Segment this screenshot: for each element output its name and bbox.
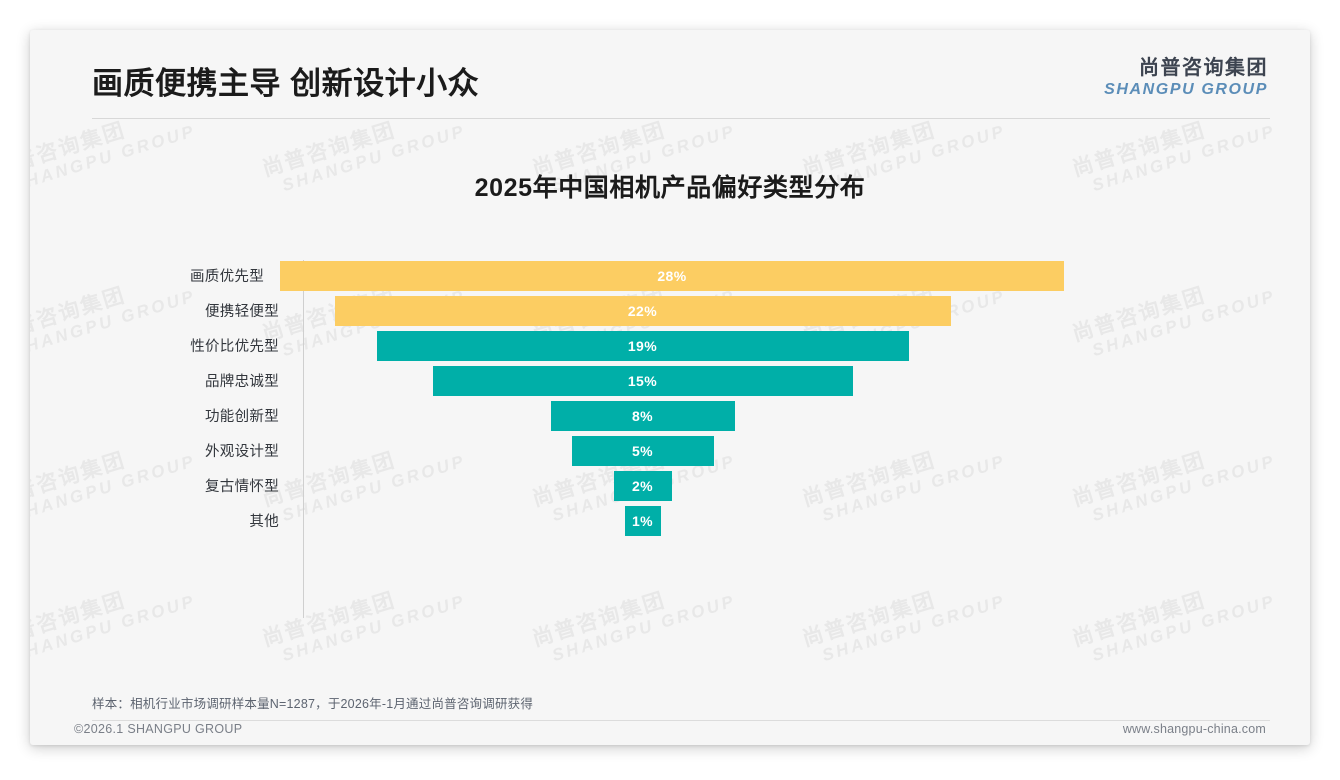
chart-title: 2025年中国相机产品偏好类型分布 xyxy=(474,174,866,202)
bar-row[interactable]: 品牌忠诚型 15% xyxy=(190,363,990,398)
bar-category-label: 品牌忠诚型 xyxy=(205,374,279,390)
header-divider xyxy=(92,118,1270,119)
footnote-text: 样本：相机行业市场调研样本量N=1287，于2026年-1月通过尚普咨询调研获得 xyxy=(92,697,534,711)
bar-row[interactable]: 画质优先型 28% xyxy=(190,258,1064,293)
bar-value-label: 19% xyxy=(627,337,658,354)
slide-header: 画质便携主导 创新设计小众 尚普咨询集团 SHANGPU GROUP xyxy=(30,30,1310,120)
bar-segment[interactable]: 15% xyxy=(432,365,853,396)
bar-category-label: 其他 xyxy=(249,514,279,530)
bar-value-label: 5% xyxy=(631,442,654,459)
bar-segment[interactable]: 8% xyxy=(550,400,735,431)
bar-row[interactable]: 其他 1% xyxy=(190,503,990,538)
slide-footer: ©2026.1 SHANGPU GROUP www.shangpu-china.… xyxy=(30,722,1310,745)
bar-value-label: 2% xyxy=(631,477,654,494)
website-link[interactable]: www.shangpu-china.com xyxy=(1122,722,1266,736)
bar-row[interactable]: 外观设计型 5% xyxy=(190,433,990,468)
bar-row[interactable]: 性价比优先型 19% xyxy=(190,328,990,363)
bar-segment[interactable]: 22% xyxy=(334,295,951,326)
bar-value-label: 22% xyxy=(627,302,658,319)
slide-card: 尚普咨询集团 SHANGPU GROUP 尚普咨询集团 SHANGPU GROUP 尚普… xyxy=(30,30,1310,745)
bar-value-label: 8% xyxy=(631,407,654,424)
bar-category-label: 功能创新型 xyxy=(205,409,279,425)
bar-row[interactable]: 功能创新型 8% xyxy=(190,398,990,433)
copyright-text: ©2026.1 SHANGPU GROUP xyxy=(74,722,243,736)
bar-segment[interactable]: 19% xyxy=(376,330,909,361)
brand-name-en: SHANGPU GROUP xyxy=(1104,81,1268,98)
bar-segment[interactable]: 28% xyxy=(280,260,1064,291)
bar-track: 22% xyxy=(295,293,990,328)
bar-row[interactable]: 复古情怀型 2% xyxy=(190,468,990,503)
bar-track: 8% xyxy=(295,398,990,433)
bar-track: 19% xyxy=(295,328,990,363)
bar-segment[interactable]: 5% xyxy=(571,435,714,466)
bar-category-label: 性价比优先型 xyxy=(190,339,279,355)
bar-track: 28% xyxy=(280,258,1064,293)
footnote: 样本：相机行业市场调研样本量N=1287，于2026年-1月通过尚普咨询调研获得 xyxy=(92,685,1270,721)
brand-name-cn: 尚普咨询集团 xyxy=(1139,57,1268,79)
bar-track: 1% xyxy=(295,503,990,538)
funnel-bar-chart: 画质优先型 28% 便携轻便型 22% 性价比优先型 19% 品牌忠诚型 15% 功能创新型 8%… xyxy=(190,258,1064,620)
bar-track: 2% xyxy=(295,468,990,503)
bar-category-label: 外观设计型 xyxy=(205,444,279,460)
bar-track: 5% xyxy=(295,433,990,468)
bar-category-label: 复古情怀型 xyxy=(205,479,279,495)
bar-value-label: 1% xyxy=(631,512,654,529)
bar-segment[interactable]: 1% xyxy=(624,505,661,536)
bar-segment[interactable]: 2% xyxy=(613,470,672,501)
brand-logo: 尚普咨询集团 SHANGPU GROUP xyxy=(1104,57,1268,99)
bar-category-label: 便携轻便型 xyxy=(205,304,279,320)
bar-row[interactable]: 便携轻便型 22% xyxy=(190,293,990,328)
bar-track: 15% xyxy=(295,363,990,398)
bar-value-label: 28% xyxy=(657,267,687,284)
bar-value-label: 15% xyxy=(627,372,658,389)
category-axis-line xyxy=(303,260,304,618)
page-title: 画质便携主导 创新设计小众 xyxy=(92,66,480,101)
bar-rows: 画质优先型 28% 便携轻便型 22% 性价比优先型 19% 品牌忠诚型 15% 功能创新型 8%… xyxy=(190,258,1064,538)
bar-category-label: 画质优先型 xyxy=(190,269,264,285)
slide-content: 画质便携主导 创新设计小众 尚普咨询集团 SHANGPU GROUP 2025年… xyxy=(30,30,1310,745)
